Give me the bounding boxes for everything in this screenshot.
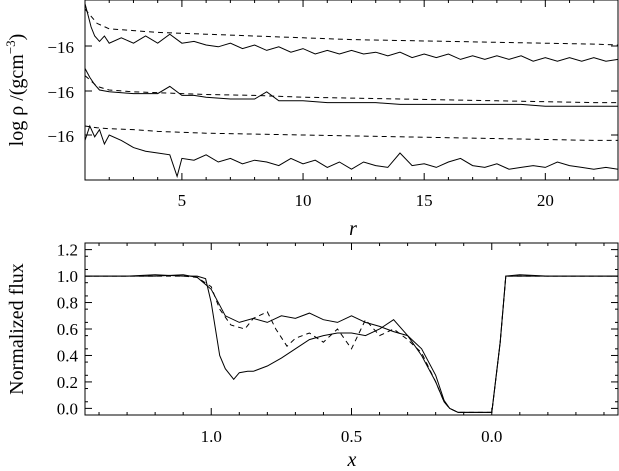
top-y-tick-label: −16 [47,127,74,146]
top-series-group [84,3,619,179]
top-x-tick-label: 20 [537,191,554,210]
top-x-axis-title: r [349,218,357,240]
bottom-y-tick-label: 0.2 [57,373,78,392]
top-series-line-0 [84,3,619,62]
top-series-line-3 [84,75,618,104]
bottom-x-axis-title: x [347,449,357,471]
top-y-axis-title-main: log ρ /(gcm [6,54,28,147]
bottom-ticks-group [85,243,618,415]
bottom-y-tick-label: 0.0 [57,399,78,418]
top-plot-frame [84,0,619,181]
bottom-x-tick-label: 0.5 [341,427,362,446]
bottom-x-tick-label: 0.0 [481,427,502,446]
top-x-tick-labels: 5 10 15 20 [178,191,554,210]
top-y-tick-label: −16 [47,38,74,57]
top-y-axis-title: log ρ /(gcm−3) [3,34,28,147]
top-ticks-group [84,0,619,180]
top-series-line-2 [84,68,618,107]
top-x-tick-label: 15 [416,191,433,210]
bottom-y-tick-label: 0.6 [57,320,78,339]
bottom-y-axis-title: Normalized flux [6,263,28,395]
bottom-y-tick-labels: 0.0 0.2 0.4 0.6 0.8 1.0 1.2 [57,241,79,419]
top-series-line-5 [84,125,618,141]
bottom-series-line-2 [85,275,618,413]
top-series-line-1 [84,8,619,46]
bottom-series-line-0 [85,274,618,413]
bottom-x-tick-labels: 1.0 0.5 0.0 [201,427,503,446]
top-y-axis-title-exponent: −3 [3,40,18,54]
top-x-tick-label: 10 [295,191,312,210]
bottom-y-tick-label: 0.8 [57,294,78,313]
top-y-axis-title-close: ) [6,34,28,41]
top-series-line-4 [84,124,619,179]
bottom-series-line-1 [85,274,618,413]
top-panel: 5 10 15 20 −16 −16 −16 r log ρ /(gcm−3) [3,0,619,240]
bottom-y-tick-label: 1.2 [57,241,78,260]
top-x-tick-label: 5 [178,191,187,210]
bottom-y-tick-label: 1.0 [57,267,78,286]
bottom-series-group [85,274,618,413]
bottom-plot-frame [84,242,619,416]
bottom-x-tick-label: 1.0 [201,427,222,446]
bottom-y-tick-label: 0.4 [57,346,79,365]
bottom-panel: 1.0 0.5 0.0 0.0 0.2 0.4 0.6 0.8 1.0 1.2 x Normal… [6,241,619,471]
top-y-tick-label: −16 [47,83,74,102]
